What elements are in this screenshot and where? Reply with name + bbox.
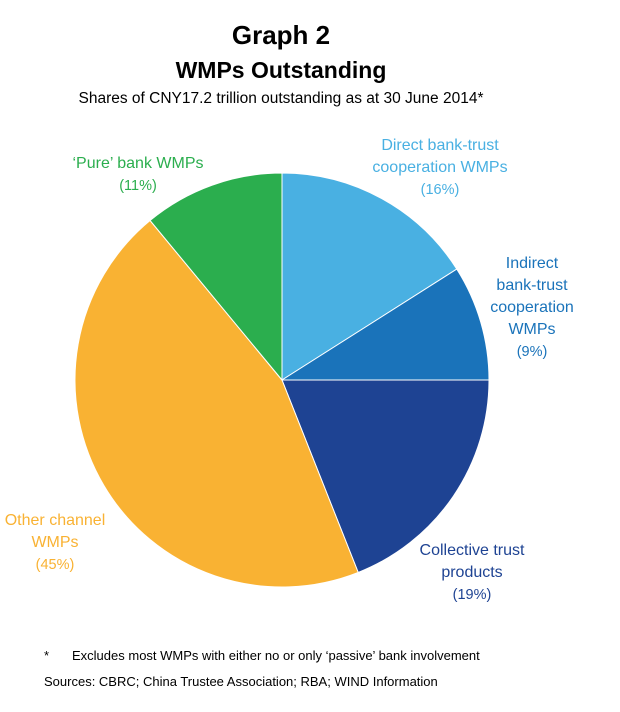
label-pure-bank: ‘Pure’ bank WMPs (11%) (48, 153, 228, 197)
slice-label-line: cooperation WMPs (372, 159, 508, 176)
slice-percent-label: (9%) (516, 344, 548, 360)
label-collective-trust: Collective trust products (19%) (392, 540, 552, 606)
footnote-marker: * (44, 648, 50, 663)
slice-label-line: ‘Pure’ bank WMPs (72, 155, 204, 172)
slice-label-line: Other channel (4, 512, 106, 529)
slice-percent-label: (11%) (119, 178, 157, 194)
graph-number: Graph 2 (231, 20, 331, 50)
slice-label-line: Indirect (505, 255, 559, 272)
footnote: * Excludes most WMPs with either no or on… (44, 648, 480, 663)
slice-label-line: Direct bank-trust (381, 137, 499, 154)
pie-slice-0 (281, 172, 458, 381)
pie-slice-2 (281, 379, 490, 574)
label-other-channel: Other channel WMPs (45%) (0, 510, 110, 576)
label-direct-bank-trust: Direct bank-trust cooperation WMPs (16%) (340, 135, 540, 201)
slice-label-line: WMPs (31, 534, 79, 551)
pie-slice-1 (280, 268, 490, 381)
slice-label-line: cooperation (490, 299, 574, 316)
slice-percent-label: (19%) (452, 587, 492, 603)
chart-title: WMPs Outstanding (175, 57, 387, 83)
slice-label-line: products (441, 564, 503, 581)
footnote-text: Excludes most WMPs with either no or onl… (72, 648, 480, 663)
slice-label-line: WMPs (508, 321, 556, 338)
slice-percent-label: (16%) (420, 182, 460, 198)
chart-subtitle: Shares of CNY17.2 trillion outstanding a… (78, 90, 484, 107)
slice-percent-label: (45%) (35, 557, 75, 573)
label-indirect-bank-trust: Indirect bank-trust cooperation WMPs (9%) (472, 253, 592, 363)
sources: Sources: CBRC; China Trustee Association… (44, 674, 438, 689)
slice-label-line: bank-trust (496, 277, 568, 294)
pie-slice-4 (149, 172, 283, 382)
slice-label-line: Collective trust (419, 542, 525, 559)
pie-slice-3 (74, 219, 359, 588)
